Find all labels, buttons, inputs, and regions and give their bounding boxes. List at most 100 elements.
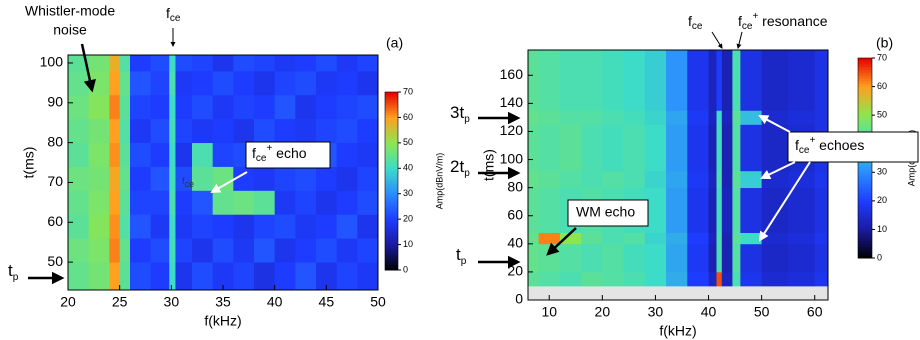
colorbar-swatch xyxy=(385,206,398,210)
heat-cell xyxy=(528,243,540,273)
colorbar-swatch xyxy=(858,80,872,85)
heat-cell xyxy=(175,190,193,215)
arrow xyxy=(210,171,248,193)
colorbar-tick-label: 60 xyxy=(877,81,887,91)
no-data xyxy=(602,285,624,300)
heat-cell xyxy=(721,243,733,273)
heat-cell xyxy=(109,190,121,215)
colorbar-swatch xyxy=(858,249,872,253)
x-tick-label: 45 xyxy=(319,294,335,310)
heat-cell xyxy=(814,110,829,125)
heat-cell xyxy=(212,118,234,144)
colorbar-swatch xyxy=(858,252,872,256)
heat-cell xyxy=(192,166,214,191)
colorbar-swatch xyxy=(385,257,398,261)
heat-cell xyxy=(559,50,582,111)
heat-cell xyxy=(88,118,110,144)
colorbar-tick-label: 20 xyxy=(877,195,887,205)
colorbar-swatch xyxy=(858,235,872,239)
heat-cell xyxy=(88,166,110,191)
arrow xyxy=(711,31,723,49)
x-axis-label: f(kHz) xyxy=(659,323,696,339)
heat-cell xyxy=(169,238,176,263)
colorbar-swatch xyxy=(385,252,398,256)
heat-cell xyxy=(538,170,561,189)
no-data xyxy=(644,285,667,300)
colorbar-swatch xyxy=(858,123,872,128)
plots: 20 25 30 35 40 45 505060708090100f(kHz)t(ms)01… xyxy=(21,49,916,339)
colorbar-swatch xyxy=(385,208,398,213)
heat-cell xyxy=(716,124,723,172)
heat-cell xyxy=(687,232,709,245)
heat-cell xyxy=(716,243,723,273)
colorbar-tick-label: 60 xyxy=(403,112,413,122)
colorbar-swatch xyxy=(858,160,872,165)
heat-cell xyxy=(666,170,688,189)
heat-cell xyxy=(602,271,624,287)
colorbar-swatch xyxy=(385,191,398,195)
heat-cell xyxy=(130,118,152,144)
colorbar-swatch xyxy=(858,112,872,116)
heat-cell xyxy=(295,214,317,239)
colorbar-swatch xyxy=(385,211,398,215)
heat-cell xyxy=(119,142,131,167)
colorbar-swatch xyxy=(385,201,398,205)
heat-cell xyxy=(581,232,603,245)
heat-cell xyxy=(130,214,152,239)
colorbar-swatch xyxy=(385,160,398,164)
heat-cell xyxy=(130,55,152,72)
colorbar-swatch xyxy=(385,178,398,182)
heat-cell xyxy=(88,238,110,263)
heat-cell xyxy=(687,243,709,273)
heat-cell xyxy=(644,110,667,125)
heat-cell xyxy=(666,232,688,245)
heat-cell xyxy=(192,262,214,291)
heat-cell xyxy=(295,70,317,96)
colorbar-swatch xyxy=(385,163,398,167)
colorbar-swatch xyxy=(385,181,398,185)
heat-cell xyxy=(644,271,667,287)
heat-cell xyxy=(623,232,646,245)
colorbar-swatch xyxy=(385,267,398,271)
arrow xyxy=(758,161,811,242)
colorbar-swatch xyxy=(385,216,398,220)
colorbar-tick-label: 20 xyxy=(403,214,413,224)
colorbar-tick-label: 40 xyxy=(403,163,413,173)
heat-cell xyxy=(295,94,317,120)
heat-cell xyxy=(716,232,723,245)
x-tick-label: 25 xyxy=(112,294,128,310)
heat-cell xyxy=(150,190,170,215)
heat-cell xyxy=(150,214,170,239)
heat-cell xyxy=(336,142,358,167)
heat-cell xyxy=(740,271,763,287)
heat-cell xyxy=(295,118,317,144)
heat-cell xyxy=(274,94,296,120)
colorbar-swatch xyxy=(858,218,872,222)
heat-cell xyxy=(175,118,193,144)
annotation: tp xyxy=(8,261,19,282)
y-tick-label: 120 xyxy=(500,122,524,138)
heat-cell xyxy=(119,190,131,215)
colorbar-swatch xyxy=(858,189,872,193)
colorbar-swatch xyxy=(858,169,872,173)
heat-cell xyxy=(357,118,379,144)
heat-cell xyxy=(788,271,816,287)
heat-cell xyxy=(169,142,176,167)
colorbar-swatch xyxy=(858,192,872,196)
heat-cell xyxy=(295,55,317,72)
heat-cell xyxy=(666,187,688,233)
heat-cell xyxy=(788,50,816,111)
heat-cell xyxy=(716,187,723,233)
colorbar-swatch xyxy=(858,203,872,208)
y-tick-label: 20 xyxy=(507,263,523,279)
annotation: fce xyxy=(688,13,703,32)
heat-cell xyxy=(623,243,646,273)
heat-cell xyxy=(68,55,90,72)
colorbar-swatch xyxy=(385,142,398,146)
heat-cell xyxy=(716,170,723,189)
heat-cell xyxy=(788,187,816,233)
colorbar-swatch xyxy=(385,104,398,108)
y-tick-label: 80 xyxy=(507,178,523,194)
heat-cell xyxy=(721,124,733,172)
heat-cell xyxy=(336,214,358,239)
